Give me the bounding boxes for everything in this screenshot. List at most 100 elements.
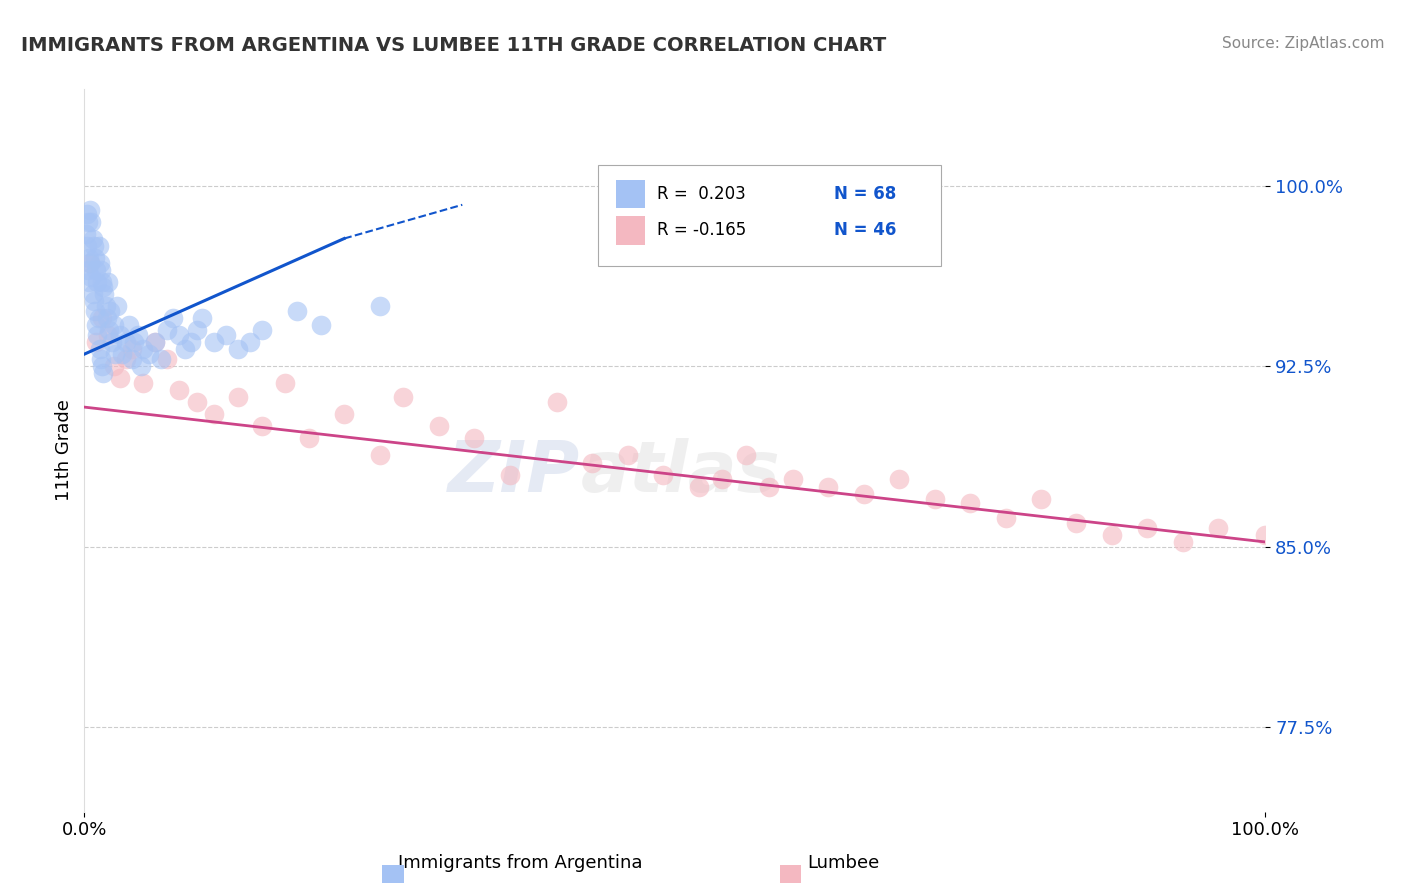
Point [1101, 527, 1123, 541]
Point [97, 275, 120, 289]
Point [132, 343, 155, 357]
Point [143, 334, 166, 349]
Text: R =  0.203: R = 0.203 [657, 185, 747, 203]
Point [616, 448, 638, 462]
Point [84, 303, 107, 318]
Point [75, 227, 97, 241]
Point [202, 334, 225, 349]
Point [852, 487, 875, 501]
Point [191, 310, 214, 325]
Point [688, 480, 710, 494]
Point [122, 334, 145, 349]
Point [79, 202, 101, 217]
Point [226, 343, 249, 357]
Point [80, 270, 103, 285]
Point [924, 491, 946, 506]
Text: Source: ZipAtlas.com: Source: ZipAtlas.com [1222, 36, 1385, 51]
Bar [616, 179, 645, 209]
Point [156, 351, 179, 366]
Text: N = 68: N = 68 [834, 185, 897, 203]
Point [90, 351, 112, 366]
Point [132, 376, 155, 390]
Point [333, 407, 356, 421]
Point [994, 511, 1017, 525]
Point [82, 231, 104, 245]
Point [1254, 527, 1277, 541]
Point [734, 448, 756, 462]
Point [90, 262, 112, 277]
Point [77, 262, 100, 277]
Point [118, 318, 141, 333]
Point [100, 334, 122, 349]
Point [173, 343, 195, 357]
Point [77, 275, 100, 289]
Point [108, 327, 131, 342]
Point [546, 395, 568, 409]
Point [150, 351, 173, 366]
Point [817, 480, 839, 494]
Point [1206, 520, 1229, 534]
Point [76, 207, 98, 221]
Point [76, 238, 98, 252]
Point [86, 275, 108, 289]
Point [463, 431, 485, 445]
Point [889, 472, 911, 486]
Point [186, 323, 208, 337]
Point [711, 472, 734, 486]
Text: IMMIGRANTS FROM ARGENTINA VS LUMBEE 11TH GRADE CORRELATION CHART: IMMIGRANTS FROM ARGENTINA VS LUMBEE 11TH… [21, 36, 886, 54]
Text: N = 46: N = 46 [834, 221, 897, 239]
Point [368, 299, 391, 313]
Point [652, 467, 675, 482]
Text: ZIP: ZIP [449, 438, 581, 507]
Bar [616, 216, 645, 244]
Point [84, 262, 107, 277]
Point [84, 251, 107, 265]
Point [1171, 535, 1194, 549]
Text: Immigrants from Argentina: Immigrants from Argentina [398, 855, 643, 872]
Point [167, 327, 190, 342]
Point [91, 275, 114, 289]
Point [581, 455, 603, 469]
Point [114, 351, 136, 366]
Point [83, 294, 105, 309]
Point [89, 343, 111, 357]
Point [215, 327, 238, 342]
Point [239, 334, 262, 349]
Point [77, 251, 100, 265]
Point [79, 255, 101, 269]
Point [103, 318, 125, 333]
Point [104, 347, 127, 361]
Point [782, 472, 804, 486]
Point [79, 255, 101, 269]
Point [108, 371, 131, 385]
Point [143, 334, 166, 349]
Point [309, 318, 332, 333]
Point [298, 431, 321, 445]
Text: atlas: atlas [581, 438, 780, 507]
Point [87, 310, 110, 325]
Point [84, 334, 107, 349]
Point [93, 287, 115, 301]
Point [1136, 520, 1159, 534]
Point [167, 383, 190, 397]
Text: Lumbee: Lumbee [807, 855, 880, 872]
Point [1066, 516, 1088, 530]
Point [202, 407, 225, 421]
Point [111, 347, 134, 361]
Point [250, 323, 273, 337]
Point [80, 215, 103, 229]
Point [226, 391, 249, 405]
Point [121, 343, 143, 357]
Point [250, 419, 273, 434]
Point [274, 376, 297, 390]
Point [156, 323, 179, 337]
Point [96, 310, 118, 325]
Point [121, 351, 143, 366]
FancyBboxPatch shape [598, 165, 941, 266]
Point [758, 480, 780, 494]
Point [87, 238, 110, 252]
Point [91, 279, 114, 293]
Point [162, 310, 184, 325]
Point [186, 395, 208, 409]
Point [98, 323, 121, 337]
